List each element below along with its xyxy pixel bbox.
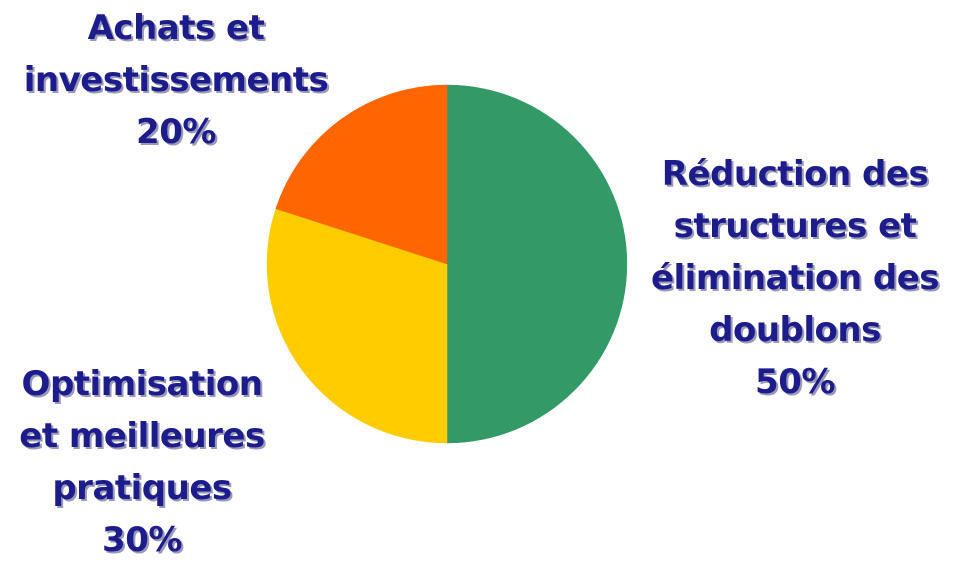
slice-label-line: et meilleures xyxy=(19,416,265,456)
slice-value-label: 50% xyxy=(755,362,835,402)
slice-value-label: 20% xyxy=(136,112,216,152)
slice-label-reduction: Réduction des structures et élimination … xyxy=(628,148,962,408)
pie-slice-reduction xyxy=(446,84,628,444)
slice-label-line: structures et xyxy=(673,206,917,246)
slice-value-label: 30% xyxy=(102,520,182,560)
slice-label-optimisation: Optimisation et meilleures pratiques 30% xyxy=(0,358,284,566)
slice-label-line: Optimisation xyxy=(21,364,263,404)
slice-label-line: investissements xyxy=(23,60,329,100)
slice-label-achats: Achats et investissements 20% xyxy=(0,2,352,158)
slice-label-line: élimination des xyxy=(650,258,940,298)
slice-label-line: Réduction des xyxy=(661,154,929,194)
pie-slices xyxy=(266,84,628,444)
slice-label-line: doublons xyxy=(709,310,881,350)
pie-slice-optimisation xyxy=(266,208,448,444)
slice-label-line: pratiques xyxy=(52,468,232,508)
pie-slice-achats xyxy=(275,84,448,265)
slice-label-line: Achats et xyxy=(87,8,265,48)
